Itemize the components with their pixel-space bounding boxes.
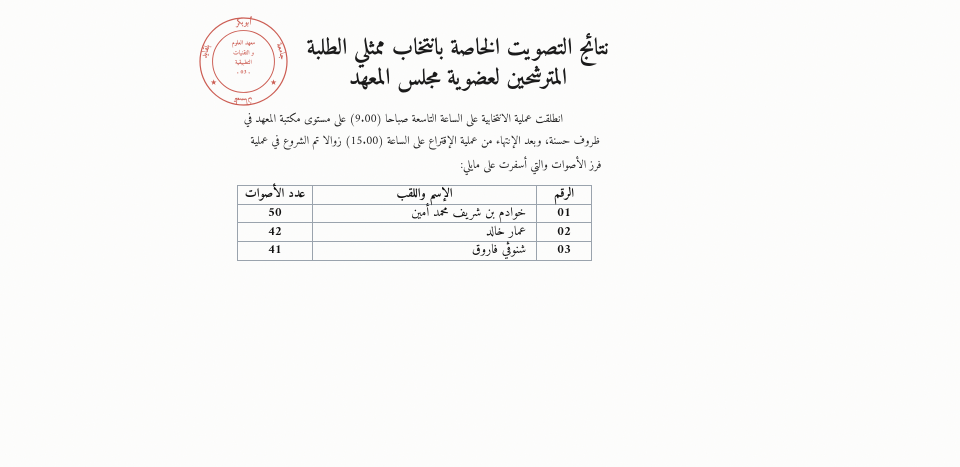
svg-text:. 03 .: . 03 . xyxy=(237,66,250,77)
svg-text:★: ★ xyxy=(210,77,217,88)
svg-text:★: ★ xyxy=(270,77,277,88)
svg-text:تلمسان: تلمسان xyxy=(232,91,254,108)
svg-text:أبوبكر: أبوبكر xyxy=(233,14,253,31)
